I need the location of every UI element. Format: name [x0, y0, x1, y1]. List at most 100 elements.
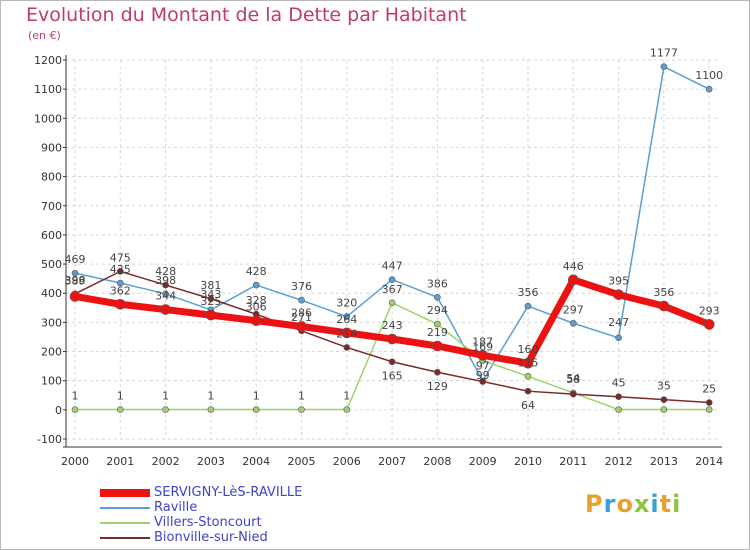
- data-label-raville: 1177: [650, 47, 678, 60]
- x-tick-label: 2001: [106, 455, 134, 468]
- logo-letter: o: [616, 490, 634, 518]
- data-label-raville: 99: [476, 369, 490, 382]
- data-label-servigny-l-s-raville: 187: [472, 335, 493, 348]
- data-point-bionville-sur-nied: [569, 390, 577, 398]
- data-label-bionville-sur-nied: 165: [382, 370, 403, 383]
- proxiti-logo: Proxiti: [585, 490, 681, 518]
- y-tick-label: 1100: [34, 83, 62, 96]
- data-label-bionville-sur-nied: 97: [476, 360, 490, 373]
- data-point-servigny-l-s-raville: [477, 350, 489, 361]
- y-tick-label: 1200: [34, 54, 62, 67]
- logo-letter: t: [659, 490, 673, 518]
- y-tick-label: -100: [37, 433, 62, 446]
- data-label-servigny-l-s-raville: 362: [110, 284, 131, 297]
- data-label-servigny-l-s-raville: 344: [155, 290, 176, 303]
- data-label-servigny-l-s-raville: 293: [699, 304, 720, 317]
- legend-swatch: [100, 489, 150, 497]
- x-tick-label: 2011: [559, 455, 587, 468]
- x-tick-label: 2002: [152, 455, 180, 468]
- logo-letter: P: [585, 490, 604, 518]
- data-point-bionville-sur-nied: [524, 387, 532, 395]
- data-label-villers-stoncourt: 1: [298, 390, 305, 403]
- legend-swatch: [100, 507, 150, 509]
- data-point-villers-stoncourt: [162, 406, 169, 413]
- data-point-raville: [252, 281, 260, 289]
- data-label-raville: 356: [518, 286, 539, 299]
- y-tick-label: 400: [41, 287, 62, 300]
- data-label-villers-stoncourt: 1: [117, 390, 124, 403]
- data-label-bionville-sur-nied: 64: [521, 399, 535, 412]
- legend-label: Raville: [154, 500, 198, 515]
- x-tick-label: 2014: [695, 455, 723, 468]
- data-label-villers-stoncourt: 1: [253, 390, 260, 403]
- data-point-raville: [388, 276, 396, 283]
- data-label-bionville-sur-nied: 328: [246, 294, 267, 307]
- data-label-servigny-l-s-raville: 395: [608, 275, 629, 288]
- data-point-servigny-l-s-raville: [341, 327, 353, 339]
- data-label-bionville-sur-nied: 428: [155, 265, 176, 278]
- data-point-servigny-l-s-raville: [432, 340, 443, 352]
- data-label-bionville-sur-nied: 35: [657, 380, 671, 393]
- legend-swatch: [100, 522, 150, 524]
- data-label-raville: 428: [246, 265, 267, 278]
- x-tick-label: 2003: [197, 455, 225, 468]
- data-point-bionville-sur-nied: [615, 393, 622, 401]
- x-tick-label: 2005: [288, 455, 316, 468]
- data-point-villers-stoncourt: [298, 406, 305, 413]
- x-tick-label: 2007: [378, 455, 406, 468]
- y-tick-label: 800: [41, 171, 62, 184]
- data-point-raville: [117, 279, 124, 287]
- y-tick-label: 900: [41, 141, 62, 154]
- data-point-bionville-sur-nied: [660, 396, 668, 403]
- data-point-servigny-l-s-raville: [567, 274, 579, 286]
- x-tick-label: 2004: [242, 455, 270, 468]
- data-label-raville: 376: [291, 280, 312, 293]
- data-point-raville: [343, 313, 351, 320]
- data-label-raville: 297: [563, 303, 584, 316]
- data-label-raville: 469: [65, 253, 86, 266]
- data-point-servigny-l-s-raville: [69, 291, 81, 302]
- data-label-villers-stoncourt: 58: [566, 373, 580, 386]
- data-label-bionville-sur-nied: 45: [612, 377, 626, 390]
- chart-title: Evolution du Montant de la Dette par Hab…: [26, 4, 467, 26]
- data-label-raville: 320: [336, 297, 357, 310]
- legend-label: Villers-Stoncourt: [154, 515, 262, 530]
- data-point-servigny-l-s-raville: [522, 357, 534, 369]
- legend-label: Bionville-sur-Nied: [154, 530, 268, 545]
- data-point-villers-stoncourt: [434, 320, 441, 328]
- data-label-villers-stoncourt: 1: [207, 390, 214, 403]
- data-label-servigny-l-s-raville: 356: [653, 286, 674, 299]
- data-label-raville: 1100: [695, 69, 723, 82]
- data-label-villers-stoncourt: 294: [427, 304, 448, 317]
- data-point-villers-stoncourt: [117, 406, 124, 413]
- data-label-raville: 247: [608, 316, 629, 329]
- data-point-raville: [660, 63, 668, 71]
- data-point-villers-stoncourt: [343, 406, 351, 413]
- data-label-villers-stoncourt: 115: [518, 356, 539, 369]
- data-label-bionville-sur-nied: 25: [702, 383, 716, 396]
- data-point-servigny-l-s-raville: [115, 299, 126, 310]
- data-point-bionville-sur-nied: [388, 358, 396, 366]
- data-label-bionville-sur-nied: 398: [65, 274, 86, 287]
- legend-label: SERVIGNY-LèS-RAVILLE: [154, 485, 303, 500]
- y-tick-label: 100: [41, 375, 62, 388]
- data-point-raville: [615, 334, 622, 342]
- x-tick-label: 2013: [650, 455, 678, 468]
- data-point-bionville-sur-nied: [479, 378, 487, 385]
- data-label-villers-stoncourt: 1: [343, 390, 350, 403]
- data-label-servigny-l-s-raville: 286: [291, 306, 312, 319]
- logo-letter: x: [633, 490, 651, 518]
- data-label-bionville-sur-nied: 214: [336, 327, 357, 340]
- data-point-servigny-l-s-raville: [658, 300, 670, 312]
- data-label-bionville-sur-nied: 381: [200, 279, 221, 292]
- x-tick-label: 2010: [514, 455, 542, 468]
- x-tick-label: 2009: [469, 455, 497, 468]
- data-label-servigny-l-s-raville: 306: [246, 301, 267, 314]
- data-point-bionville-sur-nied: [705, 399, 713, 406]
- y-tick-label: 200: [41, 346, 62, 359]
- data-label-villers-stoncourt: 1: [72, 390, 79, 403]
- data-label-bionville-sur-nied: 54: [566, 372, 580, 385]
- y-tick-label: 0: [55, 404, 62, 417]
